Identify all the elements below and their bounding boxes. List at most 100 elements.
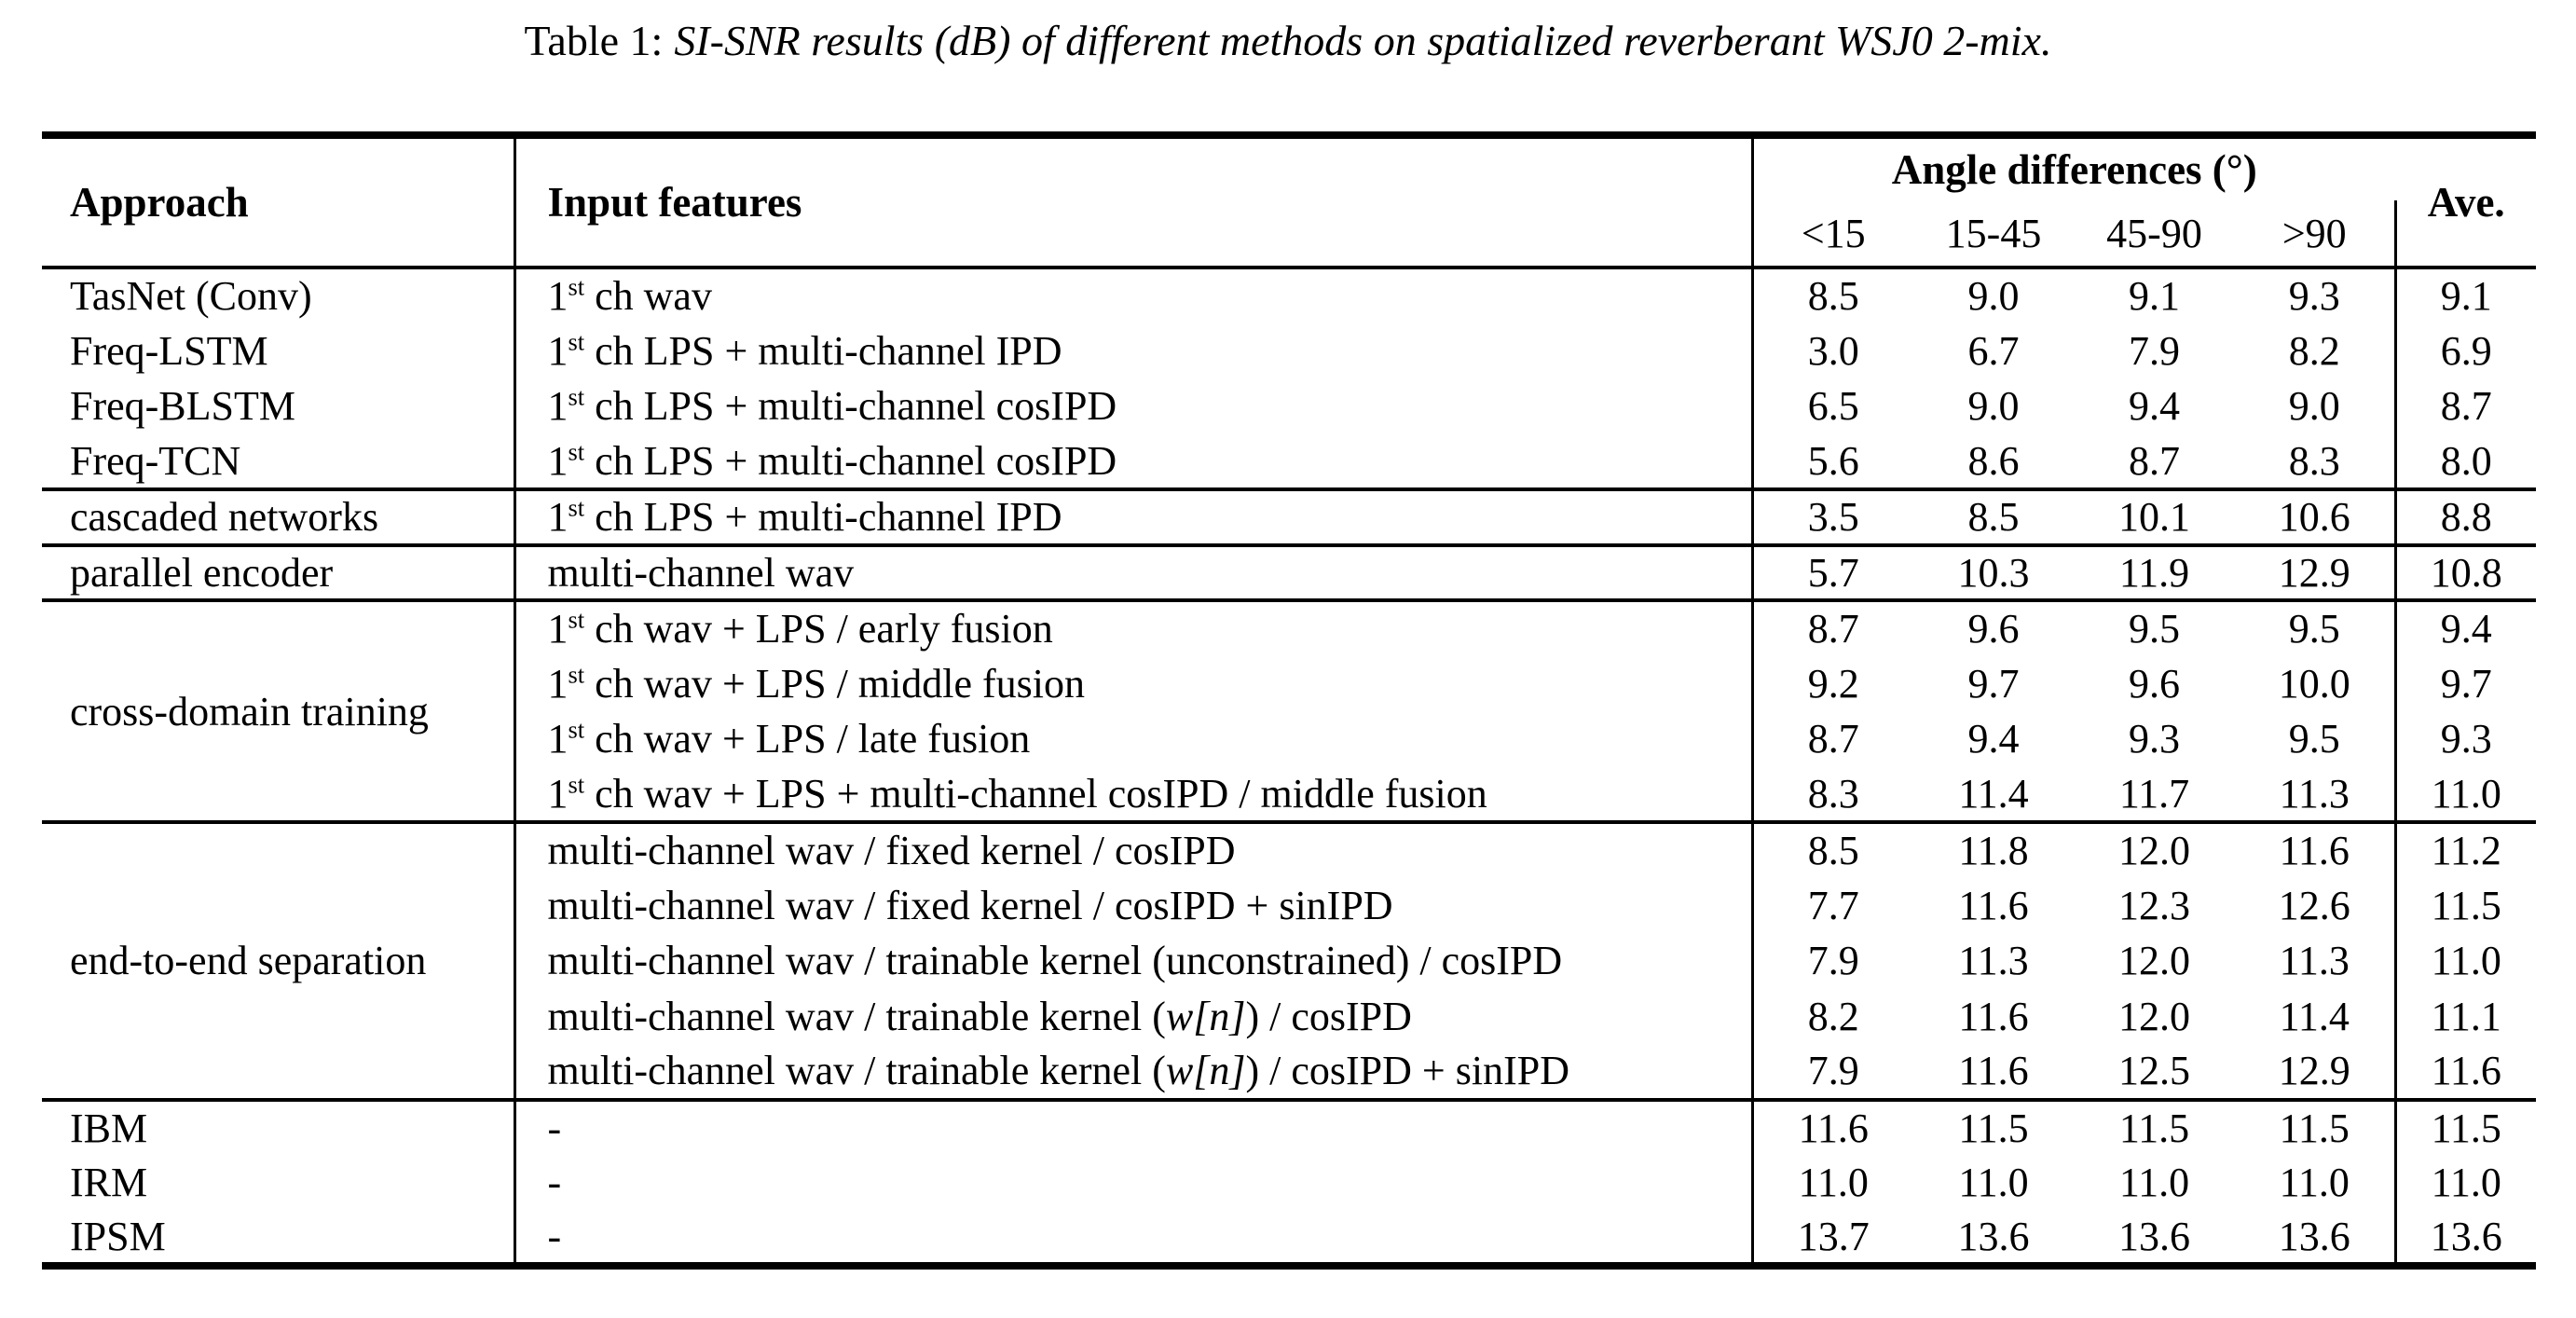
table-row: IPSM - 13.7 13.6 13.6 13.6 13.6 bbox=[42, 1210, 2536, 1266]
value-cell: 12.0 bbox=[2118, 938, 2190, 984]
section-cross-domain-training: cross-domain training 1st ch wav + LPS /… bbox=[42, 600, 2536, 822]
feature-text: - bbox=[547, 1105, 562, 1151]
features-cell: 1st ch LPS + multi-channel cosIPD bbox=[514, 378, 1754, 434]
approach-cell: IPSM bbox=[42, 1210, 516, 1266]
col-header-15-45: 15-45 bbox=[1945, 210, 2042, 256]
table-header: Approach Input features Angle difference… bbox=[42, 135, 2536, 268]
value-cell: 11.0 bbox=[2118, 1160, 2190, 1206]
ave-cell: 13.6 bbox=[2393, 1210, 2536, 1266]
value-cell: 12.5 bbox=[2118, 1048, 2190, 1094]
col-header-lt15: <15 bbox=[1801, 210, 1866, 256]
feature-text: 1 bbox=[547, 273, 569, 320]
ave-cell: 11.0 bbox=[2393, 933, 2536, 989]
value-cell: 7.7 bbox=[1807, 882, 1859, 928]
results-table-container: Approach Input features Angle difference… bbox=[42, 131, 2536, 1270]
value-cell: 8.6 bbox=[1967, 437, 2020, 484]
section-end-to-end-separation: end-to-end separation multi-channel wav … bbox=[42, 822, 2536, 1100]
value-cell: 8.7 bbox=[2129, 437, 2180, 484]
table-row: multi-channel wav / trainable kernel (un… bbox=[42, 933, 2536, 989]
value-cell: 11.3 bbox=[2279, 770, 2350, 817]
table-row: multi-channel wav / trainable kernel (w[… bbox=[42, 1044, 2536, 1100]
value-cell: 9.2 bbox=[1807, 660, 1859, 707]
value-cell: 8.5 bbox=[1807, 828, 1859, 874]
features-cell: 1st ch LPS + multi-channel IPD bbox=[514, 323, 1754, 378]
ave-cell: 8.0 bbox=[2393, 433, 2536, 489]
value-cell: 11.7 bbox=[2118, 770, 2190, 817]
ave-cell: 11.0 bbox=[2393, 1155, 2536, 1211]
value-cell: 11.4 bbox=[2279, 993, 2350, 1039]
table-row: multi-channel wav / trainable kernel (w[… bbox=[42, 988, 2536, 1044]
value-cell: 11.6 bbox=[2279, 828, 2350, 874]
table-row: Freq-LSTM 1st ch LPS + multi-channel IPD… bbox=[42, 323, 2536, 378]
feature-text: ch wav + LPS / late fusion bbox=[584, 716, 1031, 762]
results-table: Approach Input features Angle difference… bbox=[42, 131, 2536, 1270]
approach-cell: Freq-LSTM bbox=[42, 323, 516, 378]
ave-cell: 11.0 bbox=[2393, 766, 2536, 822]
ave-cell: 11.1 bbox=[2393, 988, 2536, 1044]
value-cell: 10.0 bbox=[2278, 660, 2350, 707]
value-cell: 9.1 bbox=[2129, 273, 2180, 320]
feature-text: ch wav + LPS + multi-channel cosIPD / mi… bbox=[584, 770, 1487, 817]
table-row: IBM - 11.6 11.5 11.5 11.5 11.5 bbox=[42, 1099, 2536, 1155]
feature-text: multi-channel wav bbox=[547, 549, 855, 596]
features-cell: 1st ch wav + LPS / middle fusion bbox=[514, 655, 1754, 711]
value-cell: 10.3 bbox=[1957, 549, 2030, 596]
col-header-input-features: Input features bbox=[514, 135, 1754, 268]
superscript: st bbox=[568, 660, 585, 689]
value-cell: 8.2 bbox=[1807, 993, 1859, 1039]
ave-cell: 11.2 bbox=[2393, 822, 2536, 878]
features-cell: 1st ch wav + LPS / early fusion bbox=[514, 600, 1754, 656]
table-row: 1st ch wav + LPS / middle fusion 9.2 9.7… bbox=[42, 655, 2536, 711]
col-header-45-90: 45-90 bbox=[2106, 210, 2202, 256]
value-cell: 12.9 bbox=[2278, 1048, 2350, 1094]
value-cell: 6.5 bbox=[1807, 383, 1859, 430]
approach-cell: cross-domain training bbox=[42, 600, 516, 822]
header-row-2: <15 15-45 45-90 >90 bbox=[42, 200, 2536, 268]
value-cell: 9.7 bbox=[1967, 660, 2020, 707]
value-cell: 9.4 bbox=[2129, 383, 2180, 430]
feature-text: 1 bbox=[547, 770, 569, 817]
feature-text: multi-channel wav / trainable kernel ( bbox=[547, 1048, 1166, 1094]
feature-text: multi-channel wav / trainable kernel ( bbox=[547, 993, 1166, 1039]
value-cell: 9.4 bbox=[1967, 716, 2020, 762]
ave-cell: 6.9 bbox=[2393, 323, 2536, 378]
features-cell: - bbox=[514, 1099, 1754, 1155]
approach-cell: IRM bbox=[42, 1155, 516, 1211]
feature-text: ) / cosIPD + sinIPD bbox=[1245, 1048, 1570, 1094]
approach-cell: Freq-TCN bbox=[42, 433, 516, 489]
value-cell: 5.7 bbox=[1807, 549, 1859, 596]
value-cell: 9.5 bbox=[2288, 606, 2340, 652]
table-row: Freq-TCN 1st ch LPS + multi-channel cosI… bbox=[42, 433, 2536, 489]
value-cell: 8.7 bbox=[1807, 606, 1859, 652]
value-cell: 13.7 bbox=[1797, 1213, 1870, 1259]
col-header-approach: Approach bbox=[42, 135, 516, 268]
value-cell: 6.7 bbox=[1967, 327, 2020, 374]
col-header-gt90: >90 bbox=[2235, 200, 2397, 268]
table-row: cross-domain training 1st ch wav + LPS /… bbox=[42, 600, 2536, 822]
features-cell: 1st ch wav + LPS + multi-channel cosIPD … bbox=[514, 766, 1754, 822]
features-cell: multi-channel wav / fixed kernel / cosIP… bbox=[514, 822, 1754, 878]
table-row: end-to-end separation multi-channel wav … bbox=[42, 822, 2536, 1100]
value-cell: 9.3 bbox=[2129, 716, 2180, 762]
value-cell: 7.9 bbox=[1807, 938, 1859, 984]
ave-cell: 8.8 bbox=[2393, 489, 2536, 545]
feature-text: 1 bbox=[547, 606, 569, 652]
value-cell: 12.0 bbox=[2118, 828, 2190, 874]
feature-text: 1 bbox=[547, 660, 569, 707]
approach-cell: TasNet (Conv) bbox=[42, 268, 516, 323]
table-row: multi-channel wav / fixed kernel / cosIP… bbox=[42, 877, 2536, 933]
features-cell: 1st ch wav + LPS / late fusion bbox=[514, 711, 1754, 767]
header-row-1: Approach Input features Angle difference… bbox=[42, 135, 2536, 268]
value-cell: 8.7 bbox=[1807, 716, 1859, 762]
approach-cell: Freq-BLSTM bbox=[42, 378, 516, 434]
section-oracle-masks: IBM - 11.6 11.5 11.5 11.5 11.5 IRM - 11.… bbox=[42, 1099, 2536, 1266]
value-cell: 9.5 bbox=[2129, 606, 2180, 652]
feature-text: ) / cosIPD bbox=[1245, 993, 1412, 1039]
value-cell: 8.3 bbox=[1807, 770, 1859, 817]
ave-cell: 11.6 bbox=[2393, 1044, 2536, 1100]
value-cell: 11.5 bbox=[2118, 1105, 2190, 1151]
superscript: st bbox=[568, 382, 585, 411]
ave-cell: 8.7 bbox=[2393, 378, 2536, 434]
value-cell: 11.9 bbox=[2118, 549, 2190, 596]
value-cell: 12.9 bbox=[2278, 549, 2350, 596]
